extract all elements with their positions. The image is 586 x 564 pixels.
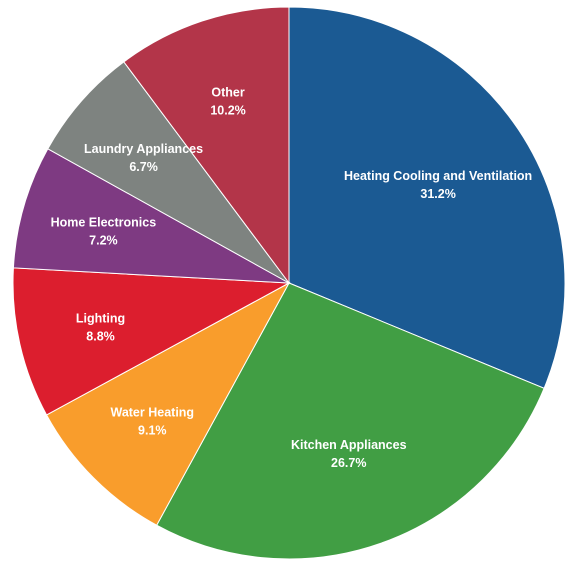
slice-label-lighting: Lighting bbox=[76, 311, 125, 325]
slice-label-home-electronics: Home Electronics bbox=[51, 215, 157, 229]
pie-slice-other bbox=[123, 6, 290, 285]
slice-label-heating-cooling-and-ventilation: Heating Cooling and Ventilation bbox=[344, 169, 532, 183]
pie-slice-water-heating bbox=[45, 281, 291, 526]
slice-label-water-heating: Water Heating bbox=[110, 406, 194, 420]
slice-label-laundry-appliances: Laundry Appliances bbox=[84, 142, 203, 156]
pie-slice-heating-cooling-and-ventilation bbox=[288, 6, 566, 389]
slice-value-kitchen-appliances: 26.7% bbox=[331, 456, 366, 470]
pie-slice-lighting bbox=[12, 267, 291, 416]
slice-value-home-electronics: 7.2% bbox=[89, 233, 118, 247]
slice-label-kitchen-appliances: Kitchen Appliances bbox=[291, 438, 407, 452]
slice-value-heating-cooling-and-ventilation: 31.2% bbox=[420, 187, 455, 201]
slice-value-lighting: 8.8% bbox=[86, 329, 115, 343]
pie-labels: Heating Cooling and Ventilation 31.2% Kitc… bbox=[51, 86, 533, 470]
slice-value-water-heating: 9.1% bbox=[138, 424, 167, 438]
slice-value-other: 10.2% bbox=[210, 104, 245, 118]
pie-slice-home-electronics bbox=[12, 148, 290, 284]
pie-slice-kitchen-appliances bbox=[155, 282, 545, 560]
slice-value-laundry-appliances: 6.7% bbox=[129, 160, 158, 174]
slice-label-other: Other bbox=[211, 86, 244, 100]
pie-slice-laundry-appliances bbox=[47, 61, 290, 284]
pie-slices bbox=[12, 6, 566, 560]
